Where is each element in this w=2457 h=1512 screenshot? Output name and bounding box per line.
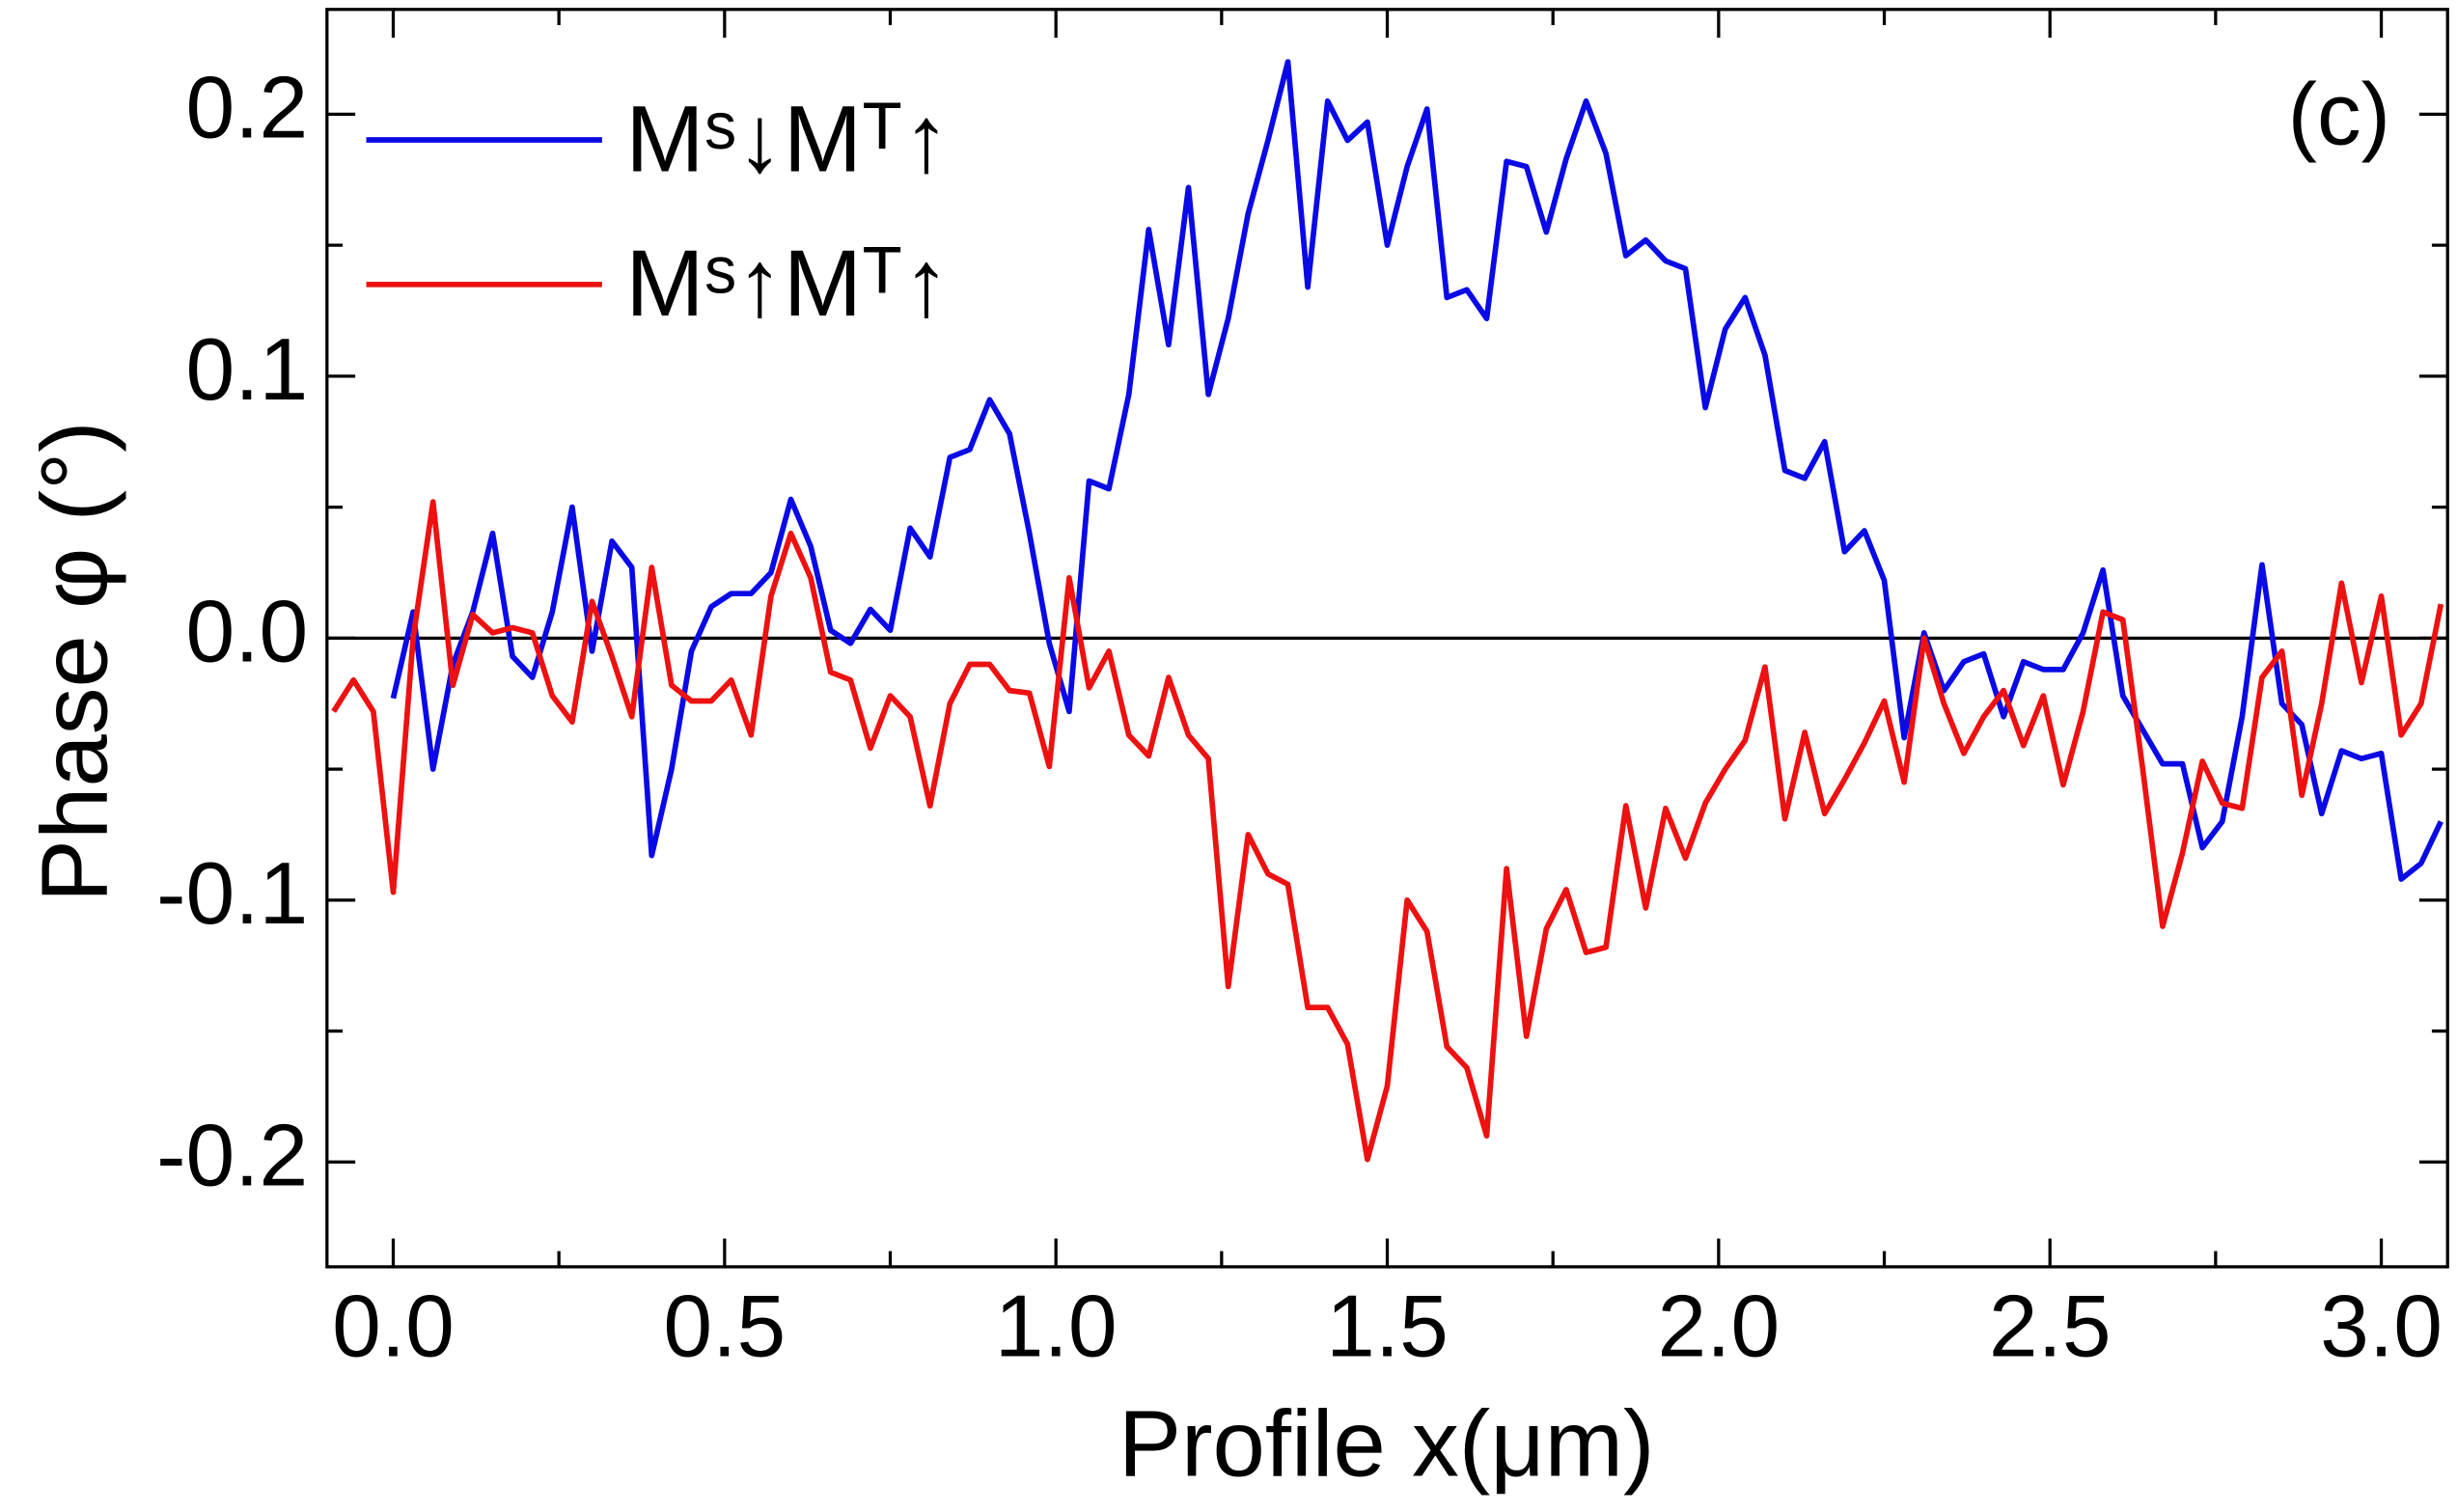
y-tick-label: 0.2	[185, 58, 308, 156]
y-tick-label: -0.2	[156, 1106, 308, 1204]
x-tick-label: 0.5	[663, 1277, 786, 1375]
x-tick-label: 2.0	[1657, 1277, 1780, 1375]
x-tick-label: 1.5	[1326, 1277, 1449, 1375]
y-tick-label: -0.1	[156, 844, 308, 943]
data-line	[331, 499, 2444, 1163]
x-tick-label: 1.0	[995, 1277, 1118, 1375]
y-axis-label: Phase φ (°)	[22, 421, 127, 902]
y-tick-label: 0.0	[185, 582, 308, 680]
x-tick-label: 2.5	[1989, 1277, 2112, 1375]
legend-label: Mˢ↓Mᵀ↑	[625, 86, 950, 191]
legend-label: Mˢ↑Mᵀ↑	[625, 231, 950, 336]
x-tick-label: 3.0	[2320, 1277, 2443, 1375]
x-axis-label: Profile x(μm)	[1118, 1390, 1655, 1496]
x-tick-label: 0.0	[332, 1277, 455, 1375]
data-line	[390, 59, 2443, 882]
panel-label: (c)	[2288, 66, 2390, 164]
y-tick-label: 0.1	[185, 320, 308, 419]
